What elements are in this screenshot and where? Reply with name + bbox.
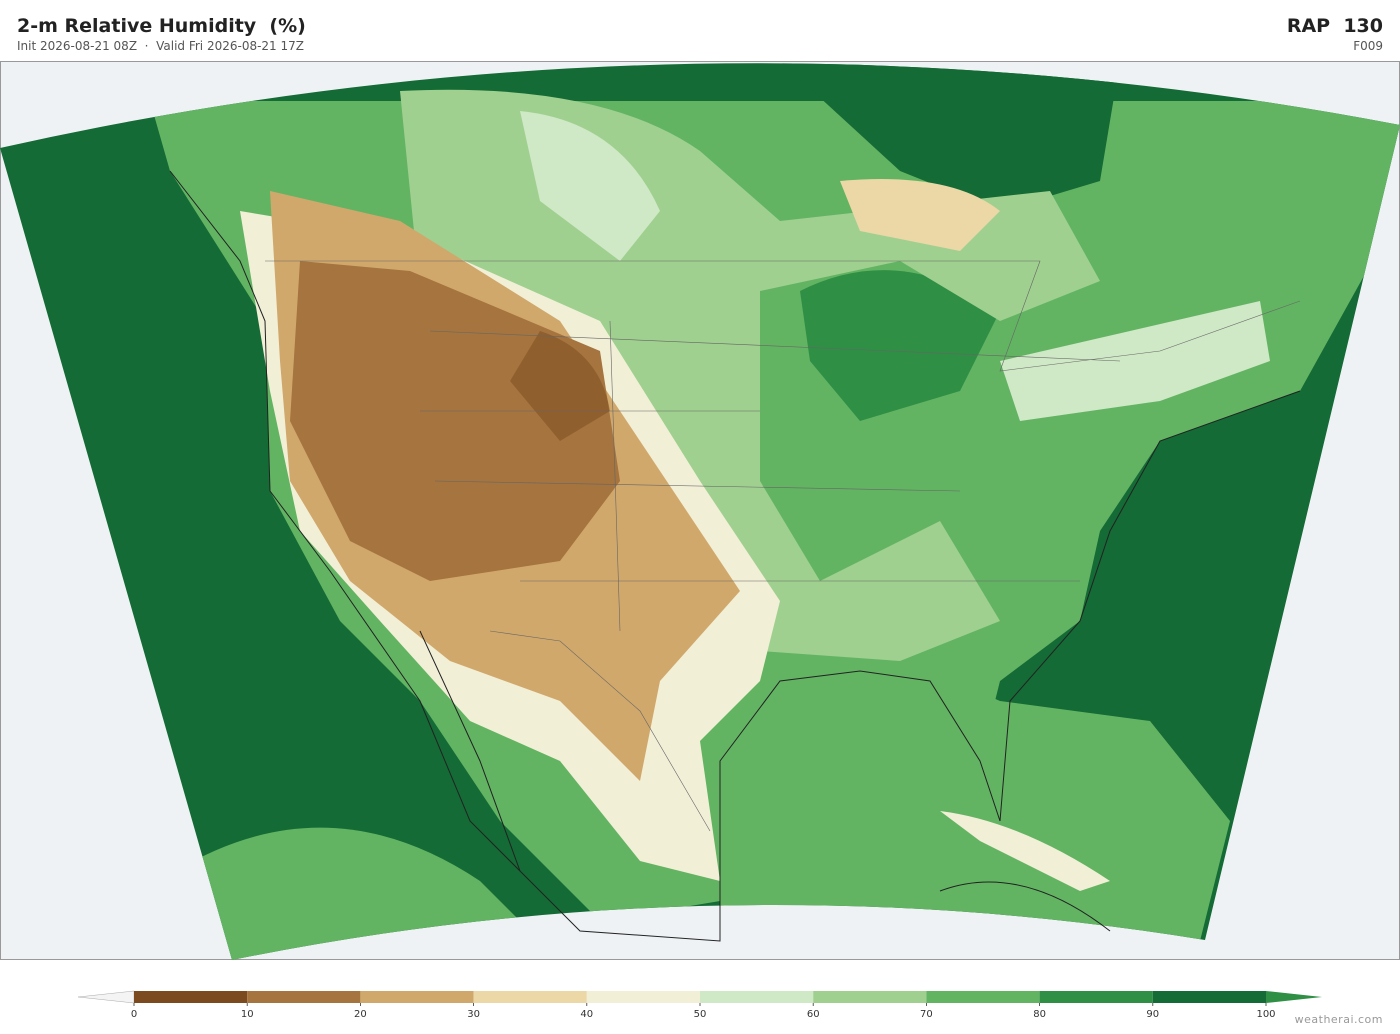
coastlines (169, 170, 1301, 942)
colorbar-tick-label: 30 (467, 1009, 480, 1020)
forecast-hour: F009 (1353, 39, 1383, 53)
colorbar-tick-label: 100 (1256, 1009, 1275, 1020)
colorbar-segment (360, 991, 474, 1003)
colorbar-segment (926, 991, 1040, 1003)
colorbar-tick-label: 90 (1146, 1009, 1159, 1020)
borders (265, 260, 1301, 832)
colorbar-tick-label: 80 (1033, 1009, 1046, 1020)
colorbar-segment (1039, 991, 1153, 1003)
colorbar-over (1266, 991, 1322, 1003)
credit: weatherai.com (1294, 1013, 1383, 1026)
model-label: RAP 130 (1286, 15, 1383, 37)
colorbar-under (77, 990, 135, 1004)
subtitle: Init 2026-08-21 08Z · Valid Fri 2026-08-… (17, 39, 304, 53)
colorbar-segment (813, 991, 927, 1003)
colorbar-tick-label: 10 (241, 1009, 254, 1020)
colorbar-segment (700, 991, 814, 1003)
colorbar: 0 10 20 30 40 50 60 70 80 90 100 (77, 990, 1322, 1020)
colorbar-tick-label: 50 (694, 1009, 707, 1020)
colorbar-tick-label: 20 (354, 1009, 367, 1020)
title: 2-m Relative Humidity (%) (17, 15, 306, 37)
colorbar-tick-label: 70 (920, 1009, 933, 1020)
colorbar-tick-label: 0 (131, 1009, 137, 1020)
colorbar-segment (1152, 991, 1266, 1003)
colorbar-segment (473, 991, 587, 1003)
colorbar-segment (586, 991, 700, 1003)
colorbar-segment (134, 991, 248, 1003)
colorbar-tick-label: 40 (580, 1009, 593, 1020)
colorbar-segment (247, 991, 361, 1003)
humidity-field (0, 63, 1400, 960)
map (0, 61, 1400, 960)
colorbar-tick-label: 60 (807, 1009, 820, 1020)
